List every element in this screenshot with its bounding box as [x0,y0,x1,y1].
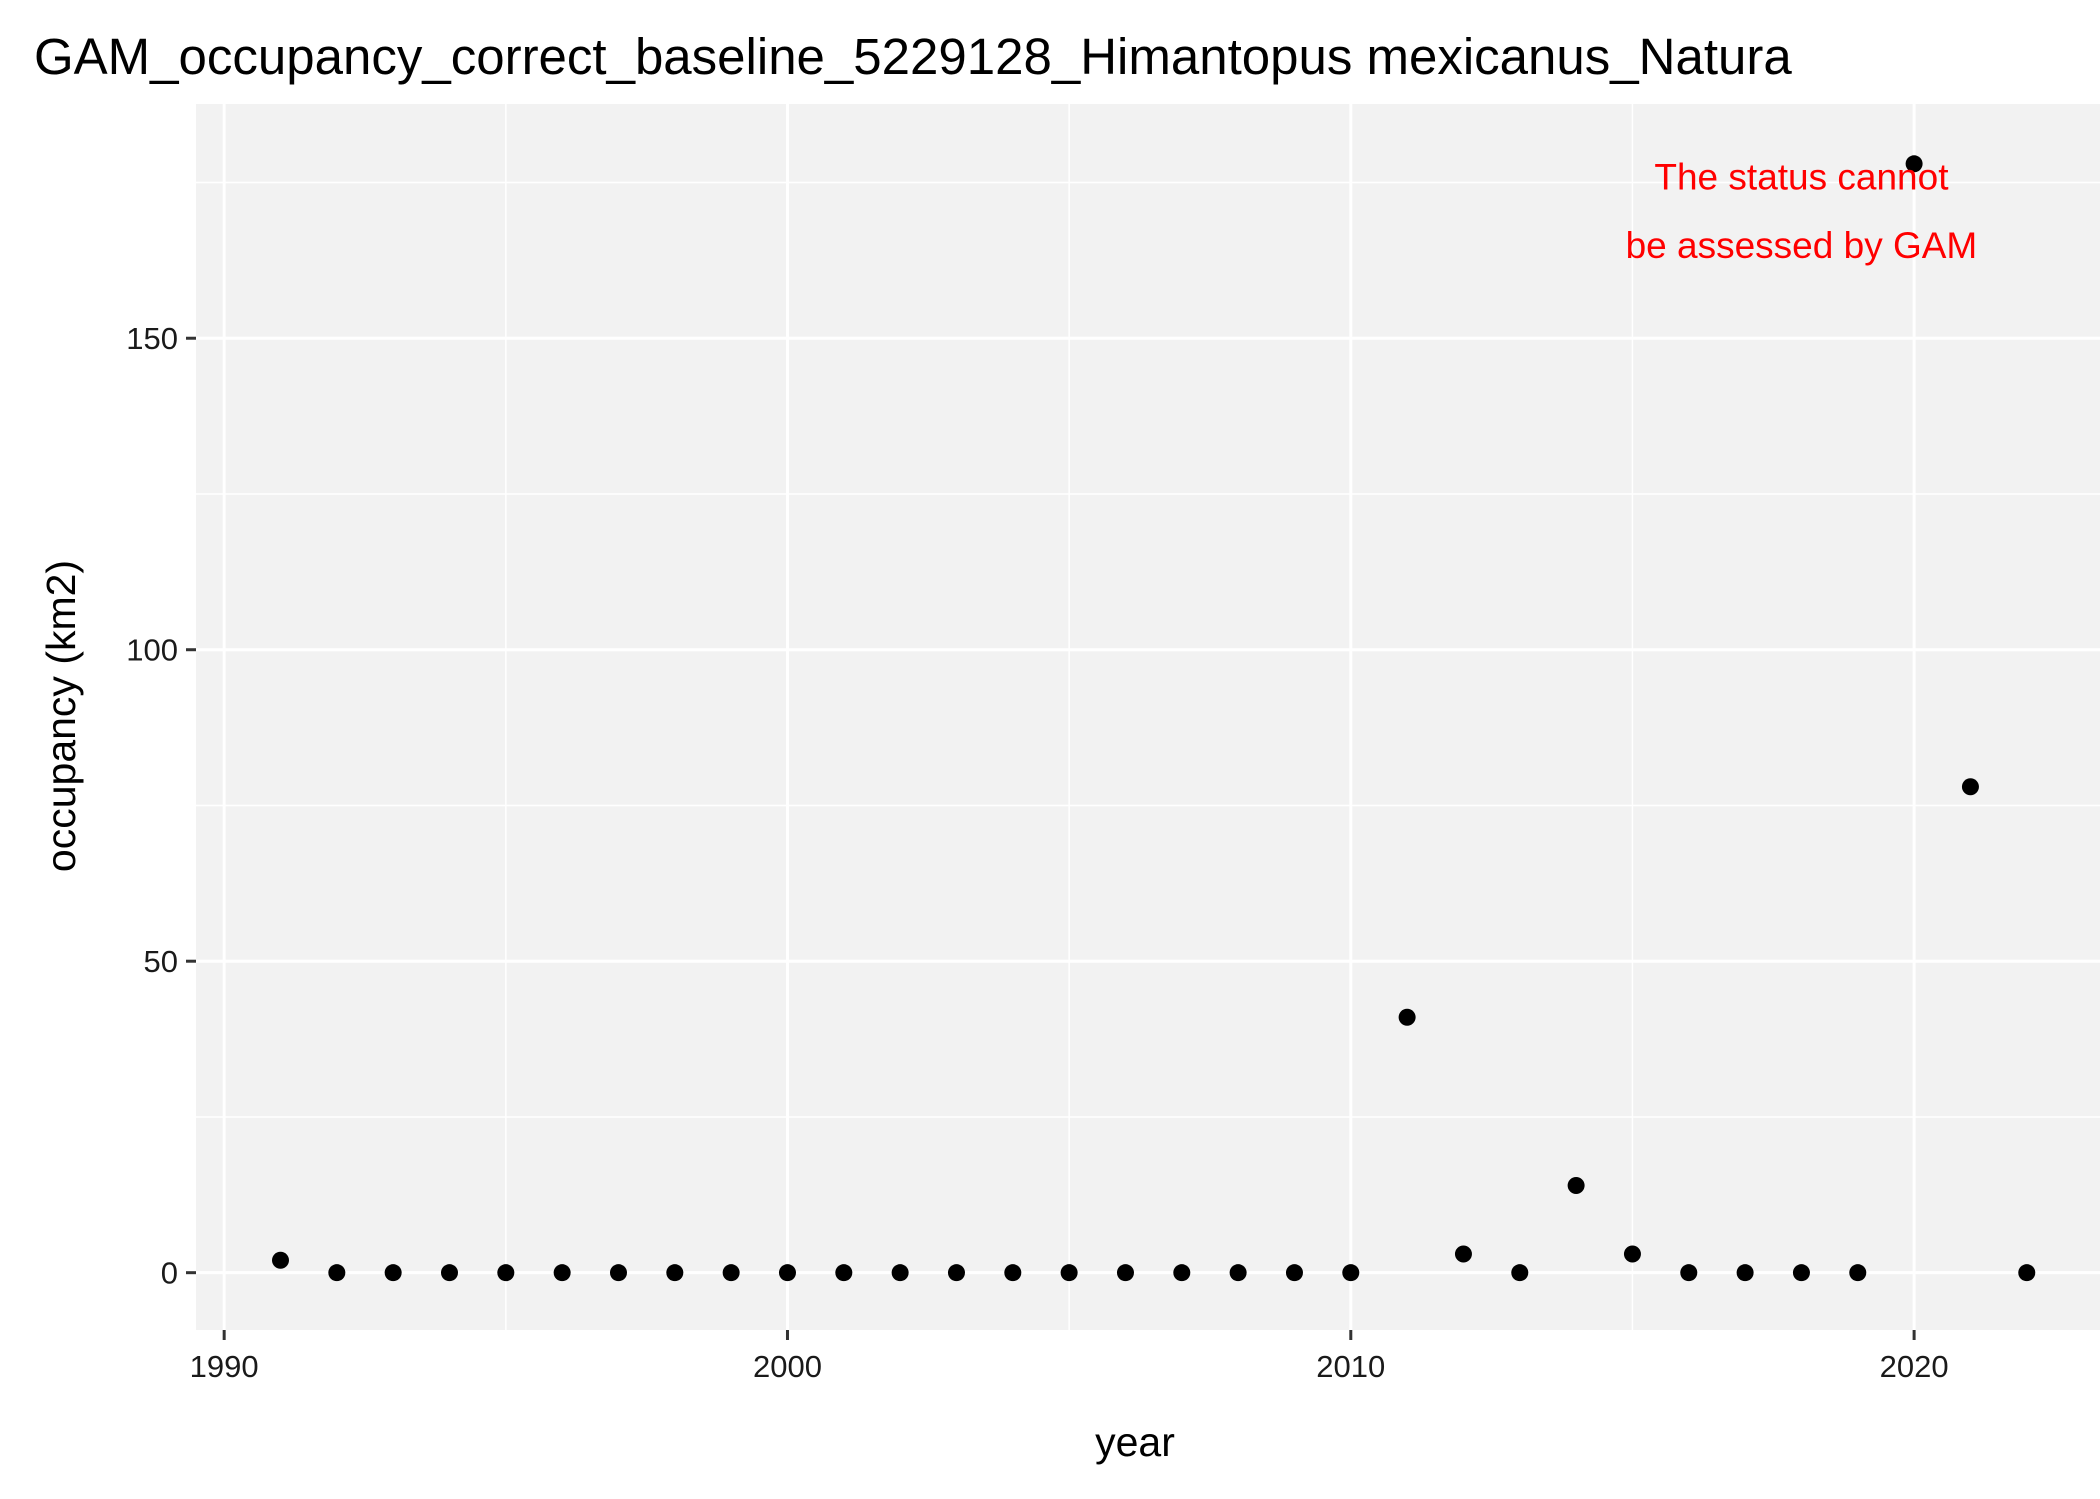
data-points [271,155,2036,1282]
data-point [2018,1264,2036,1282]
data-point [1060,1264,1078,1282]
data-point [1680,1264,1698,1282]
y-axis-label: occupancy (km2) [38,560,84,872]
annotation-line-1: The status cannot [1654,156,1949,197]
data-point [553,1264,571,1282]
data-point [497,1264,515,1282]
data-point [1623,1245,1641,1263]
x-axis-label: year [1095,1419,1175,1465]
data-point [1961,778,1979,796]
data-point [1229,1264,1247,1282]
data-point [835,1264,853,1282]
annotation-line-2: be assessed by GAM [1626,225,1978,266]
data-point [1454,1245,1472,1263]
y-tick-label: 50 [144,944,178,979]
data-point [609,1264,627,1282]
data-point [666,1264,684,1282]
data-point [1398,1008,1416,1026]
data-point [384,1264,402,1282]
data-point [1116,1264,1134,1282]
data-point [891,1264,909,1282]
y-tick-label: 100 [126,633,178,668]
data-point [947,1264,965,1282]
x-tick-label: 1990 [190,1349,259,1384]
x-tick-label: 2000 [753,1349,822,1384]
data-point [1173,1264,1191,1282]
data-point [440,1264,458,1282]
data-point [328,1264,346,1282]
data-point [722,1264,740,1282]
data-point [1567,1176,1585,1194]
axis-ticks: 1990 2000 2010 2020 0 50 100 150 [126,321,1948,1384]
annotation: The status cannot be assessed by GAM [1626,156,1978,266]
x-tick-label: 2020 [1880,1349,1949,1384]
data-point [271,1251,289,1269]
x-tick-label: 2010 [1316,1349,1385,1384]
plot-panel [196,104,2100,1330]
data-point [1511,1264,1529,1282]
data-point [1342,1264,1360,1282]
data-point [1849,1264,1867,1282]
data-point [1736,1264,1754,1282]
y-tick-label: 0 [161,1256,178,1291]
y-tick-label: 150 [126,321,178,356]
data-point [1905,155,1923,173]
data-point [1285,1264,1303,1282]
data-point [778,1264,796,1282]
data-point [1004,1264,1022,1282]
chart-title: GAM_occupancy_correct_baseline_5229128_H… [34,28,1792,85]
data-point [1792,1264,1810,1282]
